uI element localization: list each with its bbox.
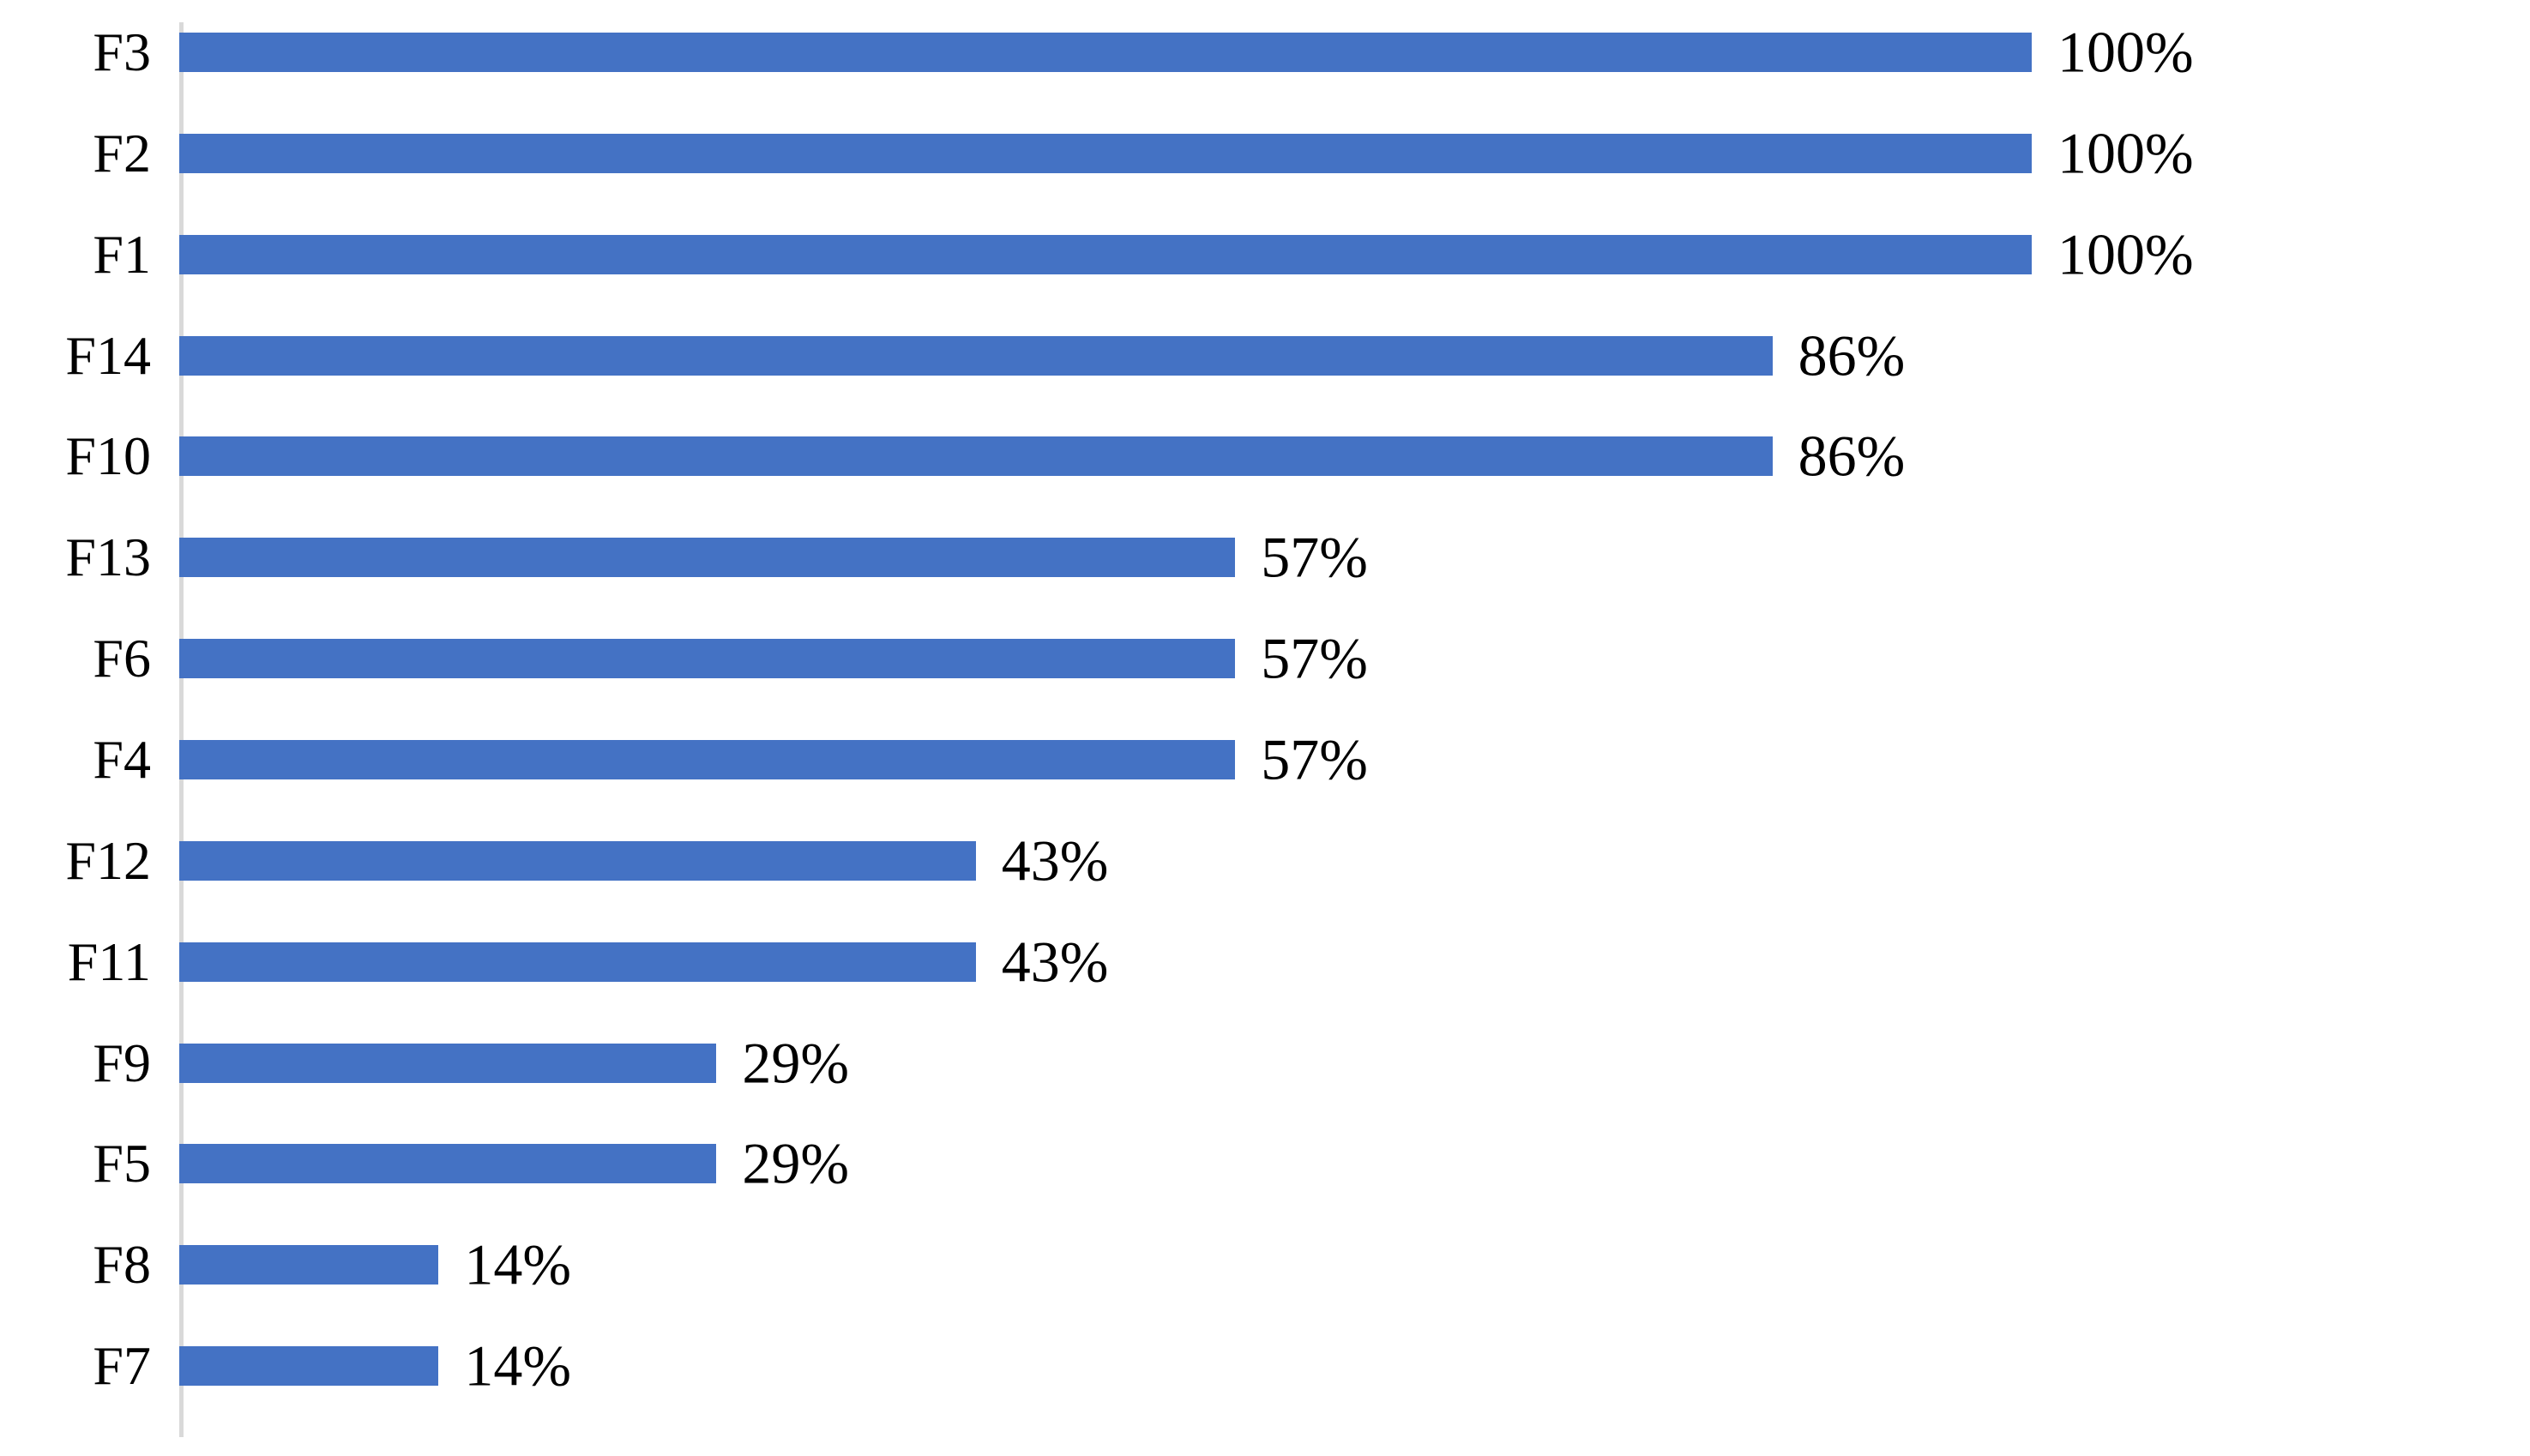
category-label: F7 [5,1334,151,1398]
bar-value-label: 29% [742,1029,849,1097]
bar [179,1346,438,1386]
bar [179,336,1773,376]
category-label: F14 [5,324,151,388]
category-label: F11 [5,930,151,994]
category-label: F8 [5,1233,151,1297]
category-label: F5 [5,1132,151,1195]
plot-area: 100%100%100%86%86%57%57%57%43%43%29%29%1… [179,22,2032,1437]
bar-value-label: 14% [464,1231,571,1299]
category-label: F2 [5,122,151,185]
bar-value-label: 100% [2057,220,2194,288]
bar-value-label: 57% [1261,725,1368,793]
bar-value-label: 100% [2057,19,2194,87]
bar [179,33,2032,72]
category-label: F10 [5,424,151,488]
bar-value-label: 43% [1002,928,1109,996]
bar-value-label: 14% [464,1333,571,1400]
bar [179,1144,716,1183]
bar [179,436,1773,476]
bar-value-label: 86% [1798,423,1906,490]
bar-value-label: 43% [1002,827,1109,894]
category-label: F12 [5,829,151,893]
category-label: F1 [5,223,151,286]
chart-container: 100% 100% 100% 86% 86% 57% 57% 57% 43% 43% 29% 29% 1… [0,0,2530,1456]
category-label: F6 [5,627,151,690]
category-label: F9 [5,1032,151,1095]
bar [179,942,976,982]
bar-value-label: 100% [2057,119,2194,187]
bar [179,1245,438,1285]
bar [179,841,976,881]
category-label: F13 [5,526,151,589]
bar [179,235,2032,274]
bar-value-label: 57% [1261,524,1368,592]
bar [179,538,1235,577]
bar-value-label: 29% [742,1130,849,1198]
bar-value-label: 57% [1261,625,1368,693]
category-label: F4 [5,728,151,791]
bar [179,1044,716,1083]
bar [179,639,1235,678]
category-label: F3 [5,21,151,84]
bar [179,740,1235,779]
bar-value-label: 86% [1798,322,1906,389]
bar [179,134,2032,173]
